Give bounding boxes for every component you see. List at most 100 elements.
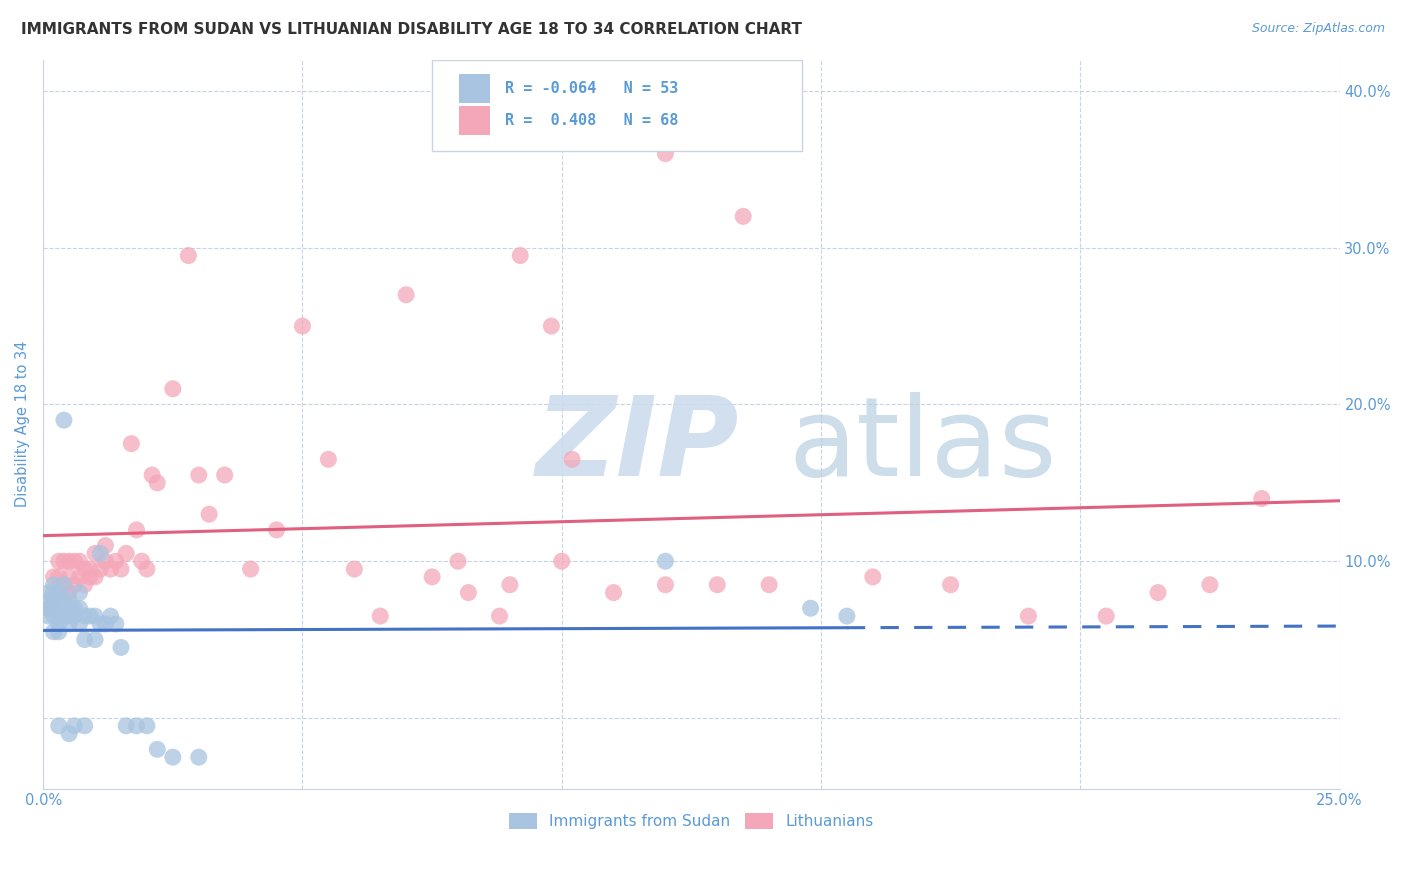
Text: atlas: atlas: [789, 392, 1057, 500]
Point: [654, 554, 676, 568]
Point: [58, 554, 80, 568]
Point: [63, 578, 86, 592]
Point: [551, 554, 574, 568]
Point: [368, 609, 391, 624]
Point: [135, 562, 157, 576]
Point: [48, 601, 70, 615]
Point: [1199, 578, 1222, 592]
Point: [131, 554, 153, 568]
Text: R =  0.408   N = 68: R = 0.408 N = 68: [505, 113, 678, 128]
Point: [58, 585, 80, 599]
Point: [48, 570, 70, 584]
Point: [100, 562, 122, 576]
Point: [42, 570, 65, 584]
Point: [120, 436, 142, 450]
Point: [862, 570, 884, 584]
Point: [58, 616, 80, 631]
Point: [37, 593, 59, 607]
Point: [420, 570, 443, 584]
Point: [63, 719, 86, 733]
Point: [602, 585, 624, 599]
Point: [1017, 609, 1039, 624]
Point: [135, 719, 157, 733]
Point: [42, 585, 65, 599]
Point: [835, 609, 858, 624]
Point: [48, 593, 70, 607]
Point: [939, 578, 962, 592]
Point: [48, 585, 70, 599]
Point: [457, 585, 479, 599]
FancyBboxPatch shape: [460, 106, 491, 136]
Point: [125, 523, 148, 537]
Point: [58, 726, 80, 740]
Point: [488, 609, 510, 624]
Point: [69, 585, 91, 599]
Point: [1147, 585, 1170, 599]
Point: [187, 468, 209, 483]
Point: [84, 570, 107, 584]
Point: [42, 593, 65, 607]
Point: [79, 562, 101, 576]
Point: [214, 468, 236, 483]
Point: [540, 319, 562, 334]
Point: [84, 546, 107, 560]
FancyBboxPatch shape: [460, 74, 491, 103]
Point: [146, 475, 169, 490]
Point: [73, 632, 96, 647]
Text: ZIP: ZIP: [536, 392, 740, 500]
Y-axis label: Disability Age 18 to 34: Disability Age 18 to 34: [15, 341, 30, 508]
Point: [79, 609, 101, 624]
Point: [146, 742, 169, 756]
Point: [89, 562, 111, 576]
Text: IMMIGRANTS FROM SUDAN VS LITHUANIAN DISABILITY AGE 18 TO 34 CORRELATION CHART: IMMIGRANTS FROM SUDAN VS LITHUANIAN DISA…: [21, 22, 801, 37]
Point: [94, 616, 117, 631]
Text: Source: ZipAtlas.com: Source: ZipAtlas.com: [1251, 22, 1385, 36]
Point: [84, 609, 107, 624]
Point: [69, 601, 91, 615]
Point: [110, 640, 132, 655]
Point: [654, 146, 676, 161]
FancyBboxPatch shape: [432, 60, 801, 151]
Point: [52, 554, 75, 568]
Point: [800, 601, 823, 615]
Point: [1095, 609, 1118, 624]
Point: [84, 632, 107, 647]
Point: [1250, 491, 1272, 506]
Point: [561, 452, 583, 467]
Point: [42, 578, 65, 592]
Point: [52, 413, 75, 427]
Point: [499, 578, 522, 592]
Point: [187, 750, 209, 764]
Point: [89, 616, 111, 631]
Point: [69, 570, 91, 584]
Point: [343, 562, 366, 576]
Point: [37, 585, 59, 599]
Point: [37, 601, 59, 615]
Legend: Immigrants from Sudan, Lithuanians: Immigrants from Sudan, Lithuanians: [503, 807, 880, 836]
Point: [69, 554, 91, 568]
Point: [162, 750, 184, 764]
Point: [42, 624, 65, 639]
Point: [758, 578, 780, 592]
Point: [198, 507, 221, 521]
Point: [63, 601, 86, 615]
Point: [42, 593, 65, 607]
Point: [52, 609, 75, 624]
Point: [37, 609, 59, 624]
Point: [48, 719, 70, 733]
Point: [79, 570, 101, 584]
Point: [654, 578, 676, 592]
Point: [58, 609, 80, 624]
Point: [42, 609, 65, 624]
Point: [58, 593, 80, 607]
Point: [104, 616, 127, 631]
Point: [94, 554, 117, 568]
Point: [89, 546, 111, 560]
Point: [115, 719, 138, 733]
Point: [115, 546, 138, 560]
Point: [63, 554, 86, 568]
Text: R = -0.064   N = 53: R = -0.064 N = 53: [505, 81, 678, 96]
Point: [48, 624, 70, 639]
Point: [104, 554, 127, 568]
Point: [733, 210, 755, 224]
